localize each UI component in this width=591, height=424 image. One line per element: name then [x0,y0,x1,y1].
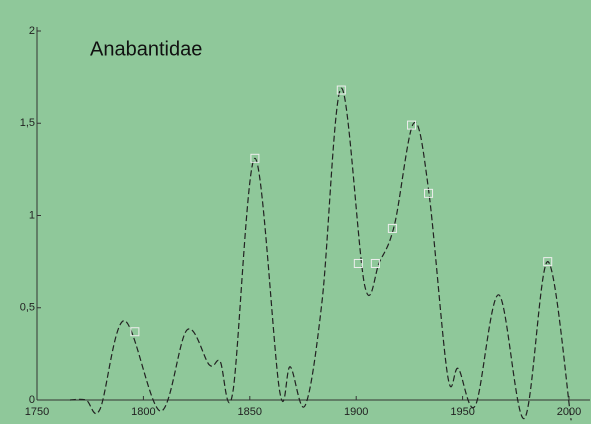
marker [424,188,434,198]
marker [543,257,553,267]
marker [407,120,417,130]
y-tick-label: 1 [29,209,35,221]
x-tick-label: 1750 [25,406,49,418]
marker [130,327,140,337]
chart-title: Anabantidae [90,38,202,60]
marker [370,258,380,268]
x-tick-label: 1800 [131,406,155,418]
x-tick-label: 1900 [344,406,368,418]
x-tick-label: 2000 [557,406,581,418]
y-tick-label: 0,5 [20,302,35,314]
marker [353,258,363,268]
y-tick-label: 0 [29,394,35,406]
x-tick-label: 1850 [238,406,262,418]
marker [336,85,346,95]
marker [387,223,397,233]
y-tick-label: 2 [29,25,35,37]
x-tick-label: 1950 [450,406,474,418]
y-tick-label: 1,5 [20,117,35,129]
curve [69,87,572,421]
marker [250,153,260,163]
